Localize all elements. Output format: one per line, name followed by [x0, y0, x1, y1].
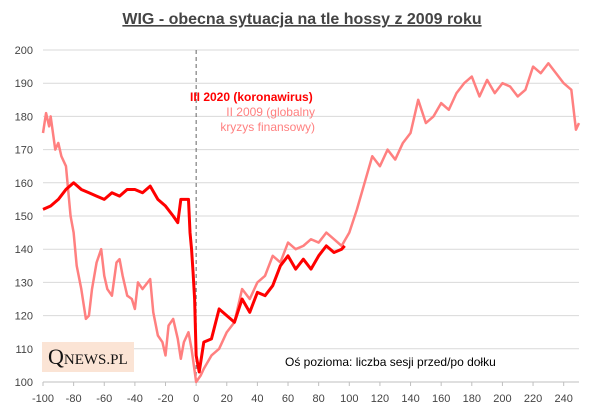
x-tick-label: 200	[493, 393, 511, 405]
y-tick-label: 150	[15, 211, 33, 223]
chart-title: WIG - obecna sytuacja na tle hossy z 200…	[122, 11, 481, 28]
y-tick-label: 180	[15, 111, 33, 123]
x-tick-label: -40	[127, 393, 143, 405]
x-tick-label: 0	[193, 393, 199, 405]
legend-entry: III 2020 (koronawirus)	[190, 90, 313, 104]
y-tick-label: 120	[15, 311, 33, 323]
x-tick-label: -80	[66, 393, 82, 405]
y-tick-label: 200	[15, 45, 33, 57]
x-tick-label: -60	[96, 393, 112, 405]
y-tick-label: 140	[15, 244, 33, 256]
y-tick-label: 110	[15, 344, 33, 356]
x-tick-label: -20	[158, 393, 174, 405]
y-tick-label: 160	[15, 178, 33, 190]
y-tick-label: 170	[15, 145, 33, 157]
x-tick-label: -100	[32, 393, 54, 405]
legend-entry: II 2009 (globalny kryzys finansowy)	[220, 105, 315, 134]
x-tick-label: 120	[371, 393, 389, 405]
x-tick-label: 160	[432, 393, 450, 405]
legend: III 2020 (koronawirus) II 2009 (globalny …	[190, 90, 315, 135]
logo: QNEWS.PL	[42, 342, 134, 372]
x-tick-label: 60	[282, 393, 294, 405]
series-line	[42, 181, 346, 374]
y-tick-label: 130	[15, 277, 33, 289]
x-tick-label: 220	[524, 393, 542, 405]
x-tick-label: 20	[221, 393, 233, 405]
x-tick-label: 140	[401, 393, 419, 405]
x-tick-label: 100	[340, 393, 358, 405]
x-tick-label: 240	[555, 393, 573, 405]
x-tick-label: 80	[313, 393, 325, 405]
x-tick-label: 40	[251, 393, 263, 405]
y-tick-label: 100	[15, 377, 33, 389]
axis-note: Oś pozioma: liczba sesji przed/po dołku	[285, 355, 496, 369]
x-tick-label: 180	[463, 393, 481, 405]
y-tick-label: 190	[15, 78, 33, 90]
